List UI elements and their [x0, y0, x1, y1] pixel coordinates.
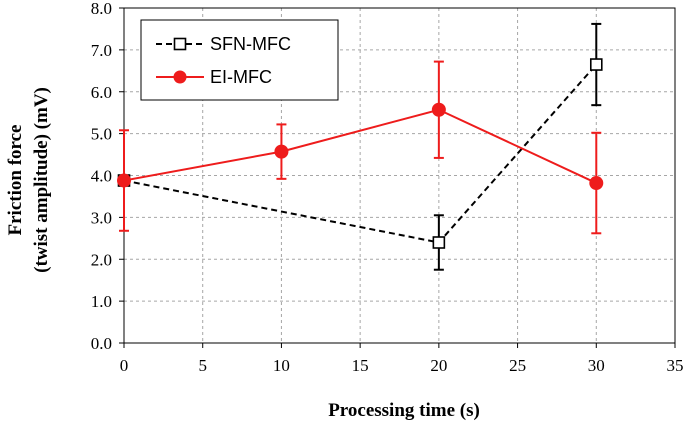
legend-label: EI-MFC: [210, 67, 272, 87]
legend-marker: [173, 70, 187, 84]
legend-label: SFN-MFC: [210, 34, 291, 54]
y-tick-label: 7.0: [91, 41, 112, 60]
data-point: [274, 144, 289, 159]
data-point: [431, 102, 446, 117]
legend-box: [140, 19, 339, 101]
legend-marker: [173, 37, 187, 51]
y-tick-label: 6.0: [91, 83, 112, 102]
y-tick-label: 2.0: [91, 250, 112, 269]
series-line: [123, 108, 597, 184]
x-tick-label: 5: [198, 356, 207, 375]
data-point: [117, 173, 131, 188]
data-point: [432, 236, 446, 249]
x-tick-label: 30: [588, 356, 605, 375]
legend: SFN-MFC EI-MFC: [140, 19, 339, 101]
y-tick-label: 4.0: [91, 167, 112, 186]
data-point: [589, 176, 604, 191]
x-tick-label: 10: [273, 356, 290, 375]
series-ei-mfc: [117, 60, 604, 235]
tick-layer: 0 5 10 15 20 25 30 35 0.0 1.0 2.0 3.0 4.0 5.0 6.0 7.0 8.…: [91, 0, 684, 375]
y-tick-label: 3.0: [91, 208, 112, 227]
y-tick-label: 5.0: [91, 125, 112, 144]
x-tick-label: 35: [667, 356, 684, 375]
series-layer: [117, 22, 604, 271]
y-axis-title: Friction force (twist amplitude) (mV): [5, 87, 52, 273]
y-tick-label: 8.0: [91, 0, 112, 18]
data-point: [589, 58, 603, 71]
y-axis-title-line-1: Friction force: [5, 125, 26, 236]
x-tick-label: 20: [430, 356, 447, 375]
y-tick-label: 1.0: [91, 292, 112, 311]
x-tick-label: 0: [120, 356, 129, 375]
y-tick-label: 0.0: [91, 334, 112, 353]
x-tick-label: 15: [352, 356, 369, 375]
x-axis-title: Processing time (s): [328, 400, 480, 421]
y-axis-title-line-2: (twist amplitude) (mV): [31, 87, 52, 273]
x-tick-label: 25: [509, 356, 526, 375]
